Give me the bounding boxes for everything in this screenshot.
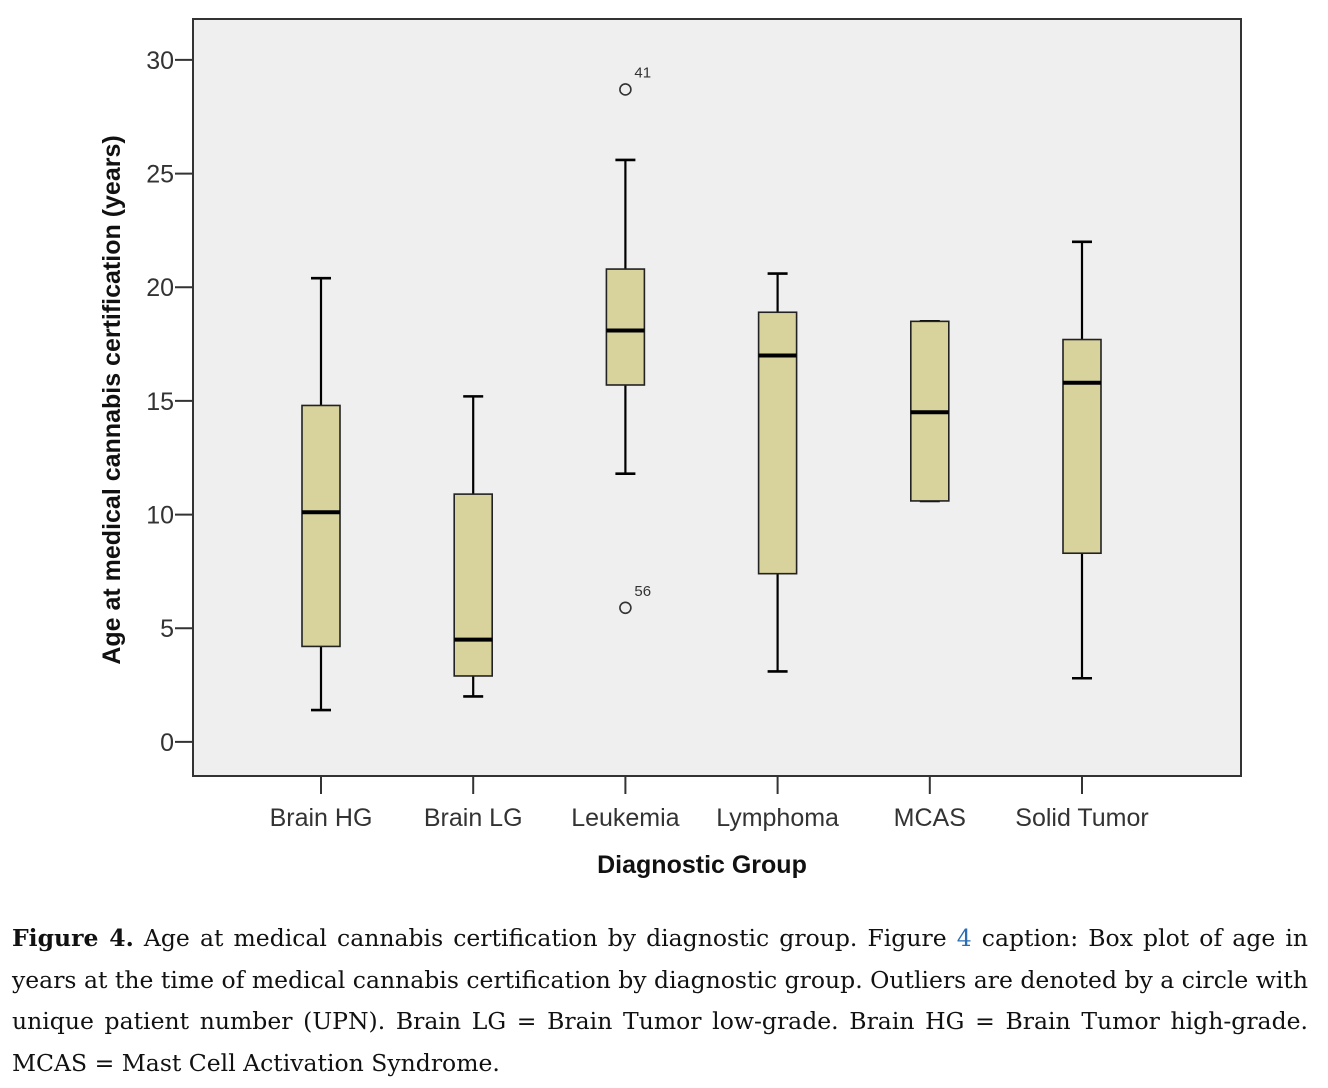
outlier-marker — [619, 601, 632, 615]
x-tick-label: Solid Tumor — [1015, 804, 1148, 832]
y-tick-label: 0 — [160, 729, 174, 757]
caption-text-part-1: Age at medical cannabis certification by… — [133, 924, 957, 952]
y-tick-label: 10 — [146, 502, 174, 530]
iqr-box — [453, 493, 494, 677]
x-axis-title: Diagnostic Group — [597, 851, 807, 879]
iqr-box — [757, 311, 798, 575]
x-tick-label: Lymphoma — [716, 804, 839, 832]
box-group — [301, 276, 341, 712]
y-tick-label: 30 — [146, 47, 174, 75]
caption-figure-label: Figure 4. — [12, 924, 134, 952]
box-group — [757, 272, 798, 673]
box-group — [605, 158, 646, 475]
y-tick-label: 15 — [146, 388, 174, 416]
box-group — [453, 395, 494, 698]
box-group — [1062, 240, 1102, 680]
outlier-point: 41 — [619, 64, 651, 96]
y-tick-label: 20 — [146, 274, 174, 302]
outlier-series: 41 56 — [619, 64, 651, 615]
box-plot-chart: 0 5 10 15 20 25 30 Brain HG Brain LG Leukemia Lym… — [98, 18, 1242, 879]
x-tick-label: Brain HG — [270, 804, 373, 832]
caption-text-part-2: caption: Box plot of age in years at the… — [12, 924, 1308, 1077]
caption-figure-link[interactable]: 4 — [956, 924, 972, 952]
x-tick-label: MCAS — [894, 804, 966, 832]
outlier-marker — [619, 83, 632, 96]
iqr-box — [605, 268, 646, 386]
outlier-point: 56 — [619, 583, 651, 615]
outlier-label: 56 — [634, 583, 651, 600]
y-tick-label: 25 — [146, 161, 174, 189]
outlier-label: 41 — [634, 64, 651, 81]
x-tick-label: Leukemia — [571, 804, 679, 832]
y-axis-title: Age at medical cannabis certification (y… — [98, 135, 126, 664]
y-tick-label: 5 — [160, 615, 174, 643]
x-axis: Brain HG Brain LG Leukemia Lymphoma MCAS Soli… — [270, 776, 1149, 832]
iqr-box — [1062, 338, 1102, 555]
x-tick-label: Brain LG — [424, 804, 523, 832]
figure-caption: Figure 4. Age at medical cannabis certif… — [12, 918, 1308, 1084]
box-series — [301, 158, 1102, 712]
box-group — [909, 320, 950, 503]
y-axis: 0 5 10 15 20 25 30 — [146, 47, 193, 757]
iqr-box — [301, 404, 341, 648]
